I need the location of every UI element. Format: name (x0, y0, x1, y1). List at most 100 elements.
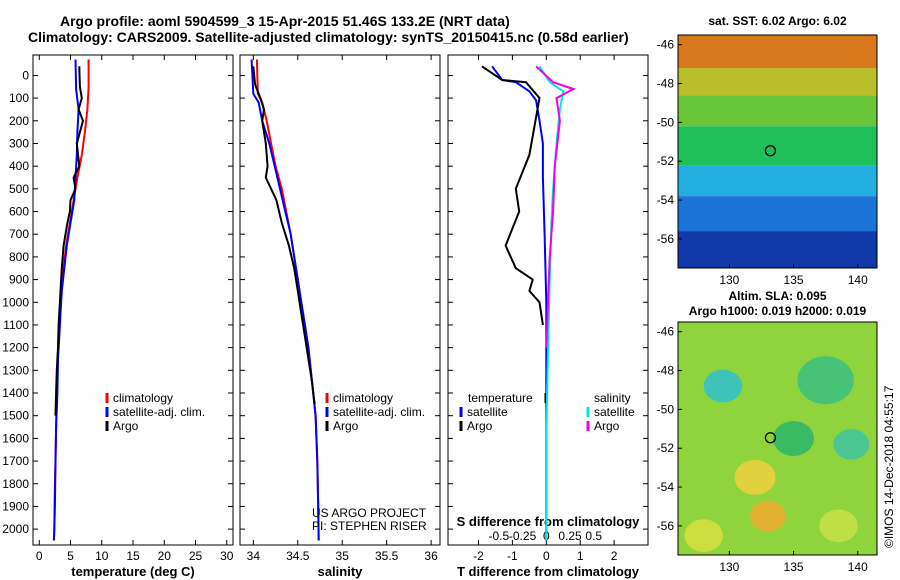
y-tick-label: 900 (9, 273, 29, 287)
map-anomaly-blob (819, 509, 858, 543)
legend-entry-temperature: satellite (467, 405, 508, 419)
map-anomaly-blob (684, 519, 723, 552)
x-tick-label-salinity: 34 (247, 549, 261, 563)
x-tick-label-difference: 0 (543, 549, 550, 563)
series-line-difference (538, 65, 565, 541)
x2-tick-label-difference: -0.25 (509, 529, 537, 543)
map-y-tick-label: -50 (657, 115, 675, 129)
x-tick-label-temperature: 20 (158, 549, 172, 563)
map-y-tick-label: -54 (657, 193, 675, 207)
map-band (678, 35, 877, 69)
map-y-tick-label: -56 (657, 232, 675, 246)
x2-tick-label-difference: 0.25 (558, 529, 582, 543)
map-anomaly-blob (833, 429, 870, 460)
y-tick-label: 600 (9, 205, 29, 219)
map-band (678, 95, 877, 127)
x-axis-label-salinity: salinity (318, 564, 364, 579)
map-y-tick-label: -46 (657, 325, 675, 339)
y-tick-label: 400 (9, 159, 29, 173)
x2-tick-label-difference: -0.5 (489, 529, 510, 543)
y-tick-label: 1500 (2, 409, 29, 423)
figure-title-line1: Argo profile: aoml 5904599_3 15-Apr-2015… (60, 13, 510, 29)
map-x-tick-label: 140 (848, 273, 868, 287)
y-tick-label: 1900 (2, 499, 29, 513)
series-line-temperature (54, 66, 85, 416)
x-tick-label-salinity: 35.5 (375, 549, 399, 563)
argo-location-marker (764, 145, 777, 157)
series-line-difference (535, 65, 576, 348)
map-band (678, 68, 877, 96)
map-y-tick-label: -50 (657, 402, 675, 416)
map-anomaly-blob (797, 356, 854, 405)
argo-location-marker (764, 432, 777, 444)
map-x-tick-label: 130 (719, 273, 739, 287)
legend-entry-temperature: satellite-adj. clim. (113, 405, 205, 419)
plot-frame-temperature (32, 54, 234, 546)
project-annotation: PI: STEPHEN RISER (312, 519, 427, 533)
map-y-tick-label: -52 (657, 441, 675, 455)
legend-entry-salinity: climatology (333, 391, 393, 405)
series-line-difference (491, 65, 548, 541)
y-tick-label: 800 (9, 250, 29, 264)
imos-credit: ©IMOS 14-Dec-2018 04:55:17 (882, 385, 896, 548)
map-x-tick-label: 140 (848, 560, 868, 574)
y-tick-label: 200 (9, 114, 29, 128)
x-tick-label-temperature: 25 (189, 549, 203, 563)
temperature-profile-panel: 0 5 10 15 20 25 30 temperature (deg C) 0 100 200 30… (2, 54, 234, 579)
y-tick-label: 2000 (2, 522, 29, 536)
legend-title-temperature: temperature (468, 391, 533, 405)
series-line-temperature (52, 59, 80, 541)
map-title-sst-map: sat. SST: 6.02 Argo: 6.02 (708, 14, 847, 28)
y-tick-label: 0 (22, 68, 29, 82)
x-tick-label-difference: 2 (611, 549, 618, 563)
x-tick-label-salinity: 35 (336, 549, 350, 563)
map-x-tick-label: 135 (784, 273, 804, 287)
map-anomaly-blob (703, 369, 743, 403)
x-tick-label-temperature: 10 (95, 549, 109, 563)
map-y-tick-label: -46 (657, 38, 675, 52)
map-frame-sst-map (677, 34, 878, 269)
x-tick-label-temperature: 15 (126, 549, 140, 563)
x-tick-label-difference: -2 (473, 549, 484, 563)
legend-entry-salinity: satellite-adj. clim. (333, 405, 425, 419)
y-tick-label: 700 (9, 227, 29, 241)
map-anomaly-blob (734, 459, 776, 495)
project-annotation: US ARGO PROJECT (312, 506, 427, 520)
x-tick-label-difference: 1 (577, 549, 584, 563)
map-field-sla-map (678, 322, 877, 555)
y-tick-label: 1400 (2, 386, 29, 400)
series-line-salinity (252, 66, 316, 405)
x-tick-label-temperature: 0 (36, 549, 43, 563)
x-tick-label-salinity: 36 (424, 549, 438, 563)
y-tick-label: 100 (9, 91, 29, 105)
map-subtitle-sla-map: Argo h1000: 0.019 h2000: 0.019 (689, 304, 867, 318)
figure-title-line2: Climatology: CARS2009. Satellite-adjuste… (28, 29, 629, 45)
y-tick-label: 1700 (2, 454, 29, 468)
map-title-sla-map: Altim. SLA: 0.095 (728, 289, 826, 303)
map-x-tick-label: 130 (719, 560, 739, 574)
map-anomaly-blob (773, 421, 815, 456)
x-axis-label-temperature: temperature (deg C) (71, 564, 195, 579)
map-y-tick-label: -48 (657, 364, 675, 378)
legend-entry-temperature: Argo (467, 419, 493, 433)
y-tick-label: 1800 (2, 477, 29, 491)
y-tick-label: 500 (9, 182, 29, 196)
x-tick-label-temperature: 30 (220, 549, 234, 563)
x2-tick-label-difference: 0.5 (585, 529, 602, 543)
x-tick-label-difference: -1 (507, 549, 518, 563)
x2-axis-label-difference: S difference from climatology (457, 514, 641, 529)
x-axis-label-difference: T difference from climatology (457, 564, 640, 579)
legend-entry-salinity: Argo (594, 419, 620, 433)
map-field-sst-map (678, 35, 877, 268)
map-band (678, 165, 877, 197)
salinity-profile-panel: 34 34.5 35 35.5 36 salinity climatologysatelli… (239, 54, 441, 579)
x-tick-label-temperature: 5 (67, 549, 74, 563)
x-tick-label-salinity: 34.5 (286, 549, 310, 563)
map-anomaly-blob (749, 500, 786, 532)
y-tick-label: 300 (9, 136, 29, 150)
legend-entry-temperature: climatology (113, 391, 173, 405)
legend-entry-temperature: Argo (113, 419, 139, 433)
map-band (678, 231, 877, 268)
plot-frame-salinity (239, 54, 441, 546)
map-frame-sla-map (677, 321, 878, 556)
